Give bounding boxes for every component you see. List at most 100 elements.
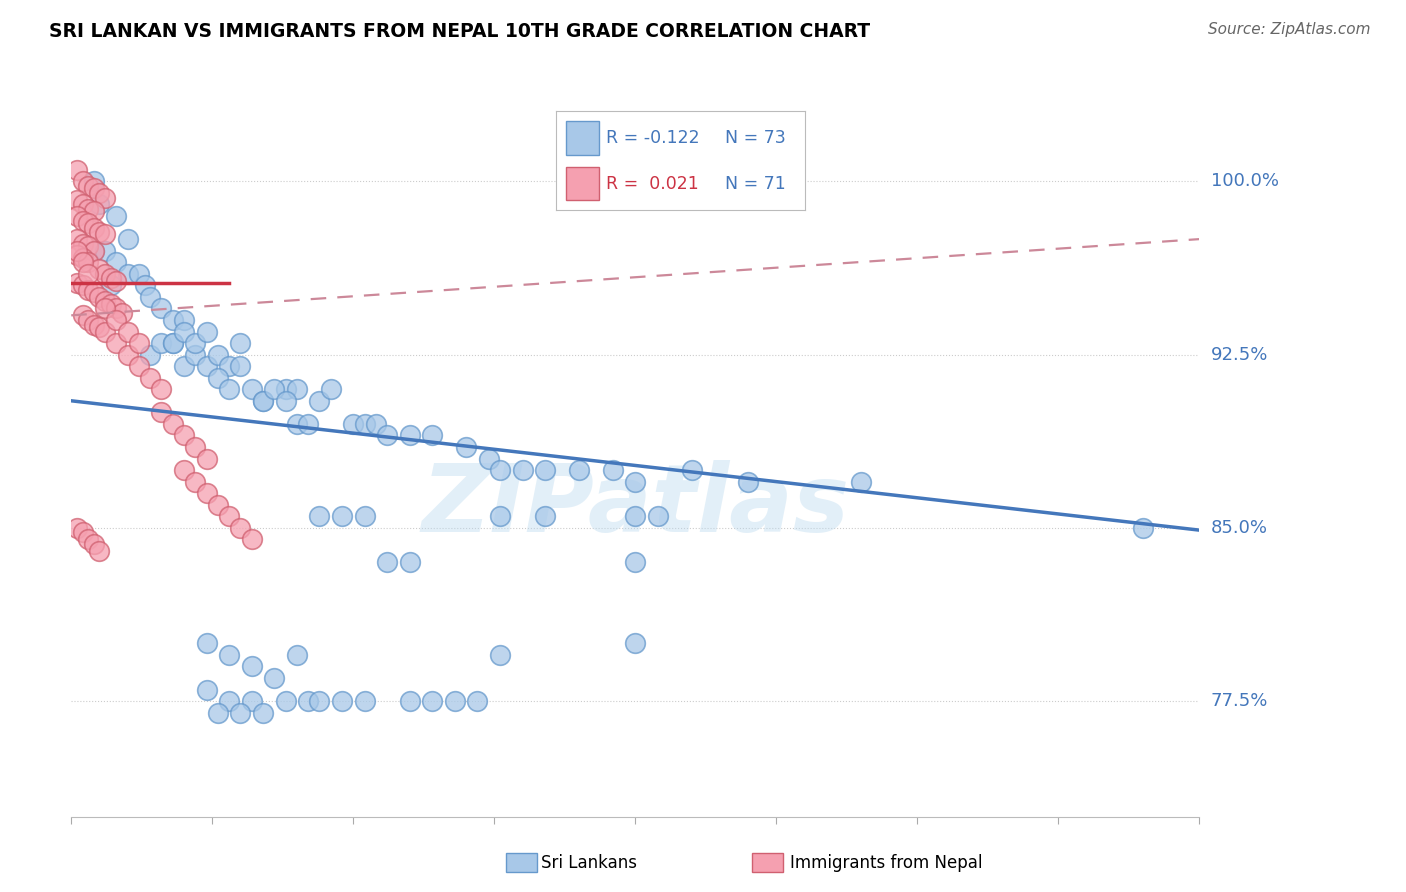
- Point: [849, 475, 872, 489]
- Point: [478, 451, 501, 466]
- Point: [737, 475, 759, 489]
- Point: [342, 417, 364, 431]
- Point: [83, 285, 105, 300]
- Text: Source: ZipAtlas.com: Source: ZipAtlas.com: [1208, 22, 1371, 37]
- Point: [195, 636, 218, 650]
- Point: [117, 267, 139, 281]
- Point: [274, 393, 297, 408]
- Point: [207, 498, 229, 512]
- Point: [229, 336, 252, 351]
- Point: [83, 220, 105, 235]
- Point: [94, 190, 117, 204]
- Point: [162, 336, 184, 351]
- Point: [207, 348, 229, 362]
- Point: [72, 278, 94, 293]
- Point: [83, 181, 105, 195]
- Point: [420, 694, 443, 708]
- Point: [184, 348, 207, 362]
- Point: [100, 297, 122, 311]
- Point: [240, 694, 263, 708]
- Point: [398, 556, 420, 570]
- Point: [100, 278, 122, 293]
- Point: [330, 509, 353, 524]
- Point: [72, 236, 94, 251]
- Point: [195, 486, 218, 500]
- Point: [195, 682, 218, 697]
- Point: [285, 417, 308, 431]
- Point: [77, 202, 100, 216]
- Point: [83, 537, 105, 551]
- Point: [308, 694, 330, 708]
- Text: 77.5%: 77.5%: [1211, 692, 1268, 710]
- Point: [150, 336, 173, 351]
- Point: [534, 509, 557, 524]
- Point: [105, 209, 128, 223]
- Point: [263, 671, 285, 685]
- Point: [66, 162, 89, 177]
- Point: [77, 313, 100, 327]
- Point: [195, 451, 218, 466]
- Point: [308, 509, 330, 524]
- Point: [229, 521, 252, 535]
- Point: [173, 359, 195, 373]
- Point: [128, 359, 150, 373]
- Point: [105, 336, 128, 351]
- Point: [105, 274, 128, 288]
- Point: [77, 283, 100, 297]
- Point: [77, 533, 100, 547]
- Point: [263, 382, 285, 396]
- Point: [207, 370, 229, 384]
- Text: Sri Lankans: Sri Lankans: [541, 854, 637, 871]
- Point: [218, 359, 240, 373]
- Point: [83, 244, 105, 258]
- Point: [162, 336, 184, 351]
- Point: [117, 348, 139, 362]
- Point: [207, 706, 229, 720]
- Point: [89, 544, 111, 558]
- Point: [252, 706, 274, 720]
- Point: [218, 694, 240, 708]
- Point: [398, 428, 420, 442]
- Point: [624, 556, 647, 570]
- Point: [456, 440, 478, 454]
- Point: [66, 244, 89, 258]
- Point: [94, 294, 117, 309]
- Point: [240, 533, 263, 547]
- Text: Immigrants from Nepal: Immigrants from Nepal: [790, 854, 983, 871]
- Point: [72, 251, 94, 265]
- Point: [139, 348, 162, 362]
- Point: [89, 197, 111, 211]
- Point: [330, 694, 353, 708]
- Point: [489, 648, 512, 662]
- Point: [353, 509, 375, 524]
- Point: [128, 267, 150, 281]
- Point: [353, 694, 375, 708]
- Point: [77, 239, 100, 253]
- Point: [364, 417, 387, 431]
- Point: [77, 179, 100, 194]
- Point: [66, 248, 89, 262]
- Point: [105, 301, 128, 316]
- Point: [420, 428, 443, 442]
- Point: [94, 227, 117, 242]
- Point: [89, 319, 111, 334]
- Point: [218, 382, 240, 396]
- Point: [134, 278, 156, 293]
- Text: 100.0%: 100.0%: [1211, 172, 1278, 190]
- Point: [229, 359, 252, 373]
- Point: [72, 174, 94, 188]
- Point: [534, 463, 557, 477]
- Point: [681, 463, 703, 477]
- Point: [173, 325, 195, 339]
- Point: [218, 648, 240, 662]
- Point: [94, 301, 117, 316]
- Point: [77, 267, 100, 281]
- Point: [72, 213, 94, 227]
- Point: [77, 216, 100, 230]
- Point: [602, 463, 624, 477]
- Point: [162, 417, 184, 431]
- Point: [83, 318, 105, 332]
- Point: [83, 244, 105, 258]
- Point: [308, 393, 330, 408]
- Point: [72, 255, 94, 269]
